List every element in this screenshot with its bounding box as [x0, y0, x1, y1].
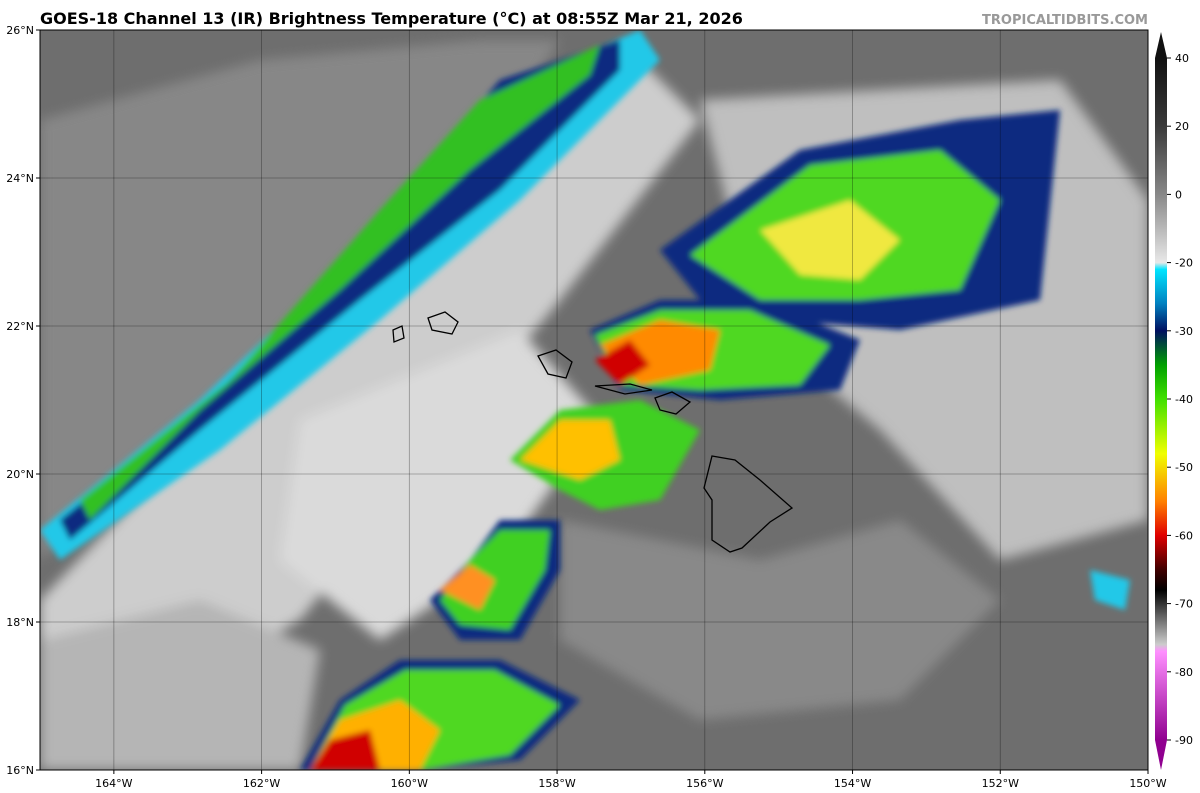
x-tick-label: 154°W [834, 777, 871, 790]
colorbar-tick-label: 0 [1175, 188, 1182, 201]
satellite-image [40, 30, 1148, 770]
colorbar-tick-label: 20 [1175, 120, 1189, 133]
y-tick-label: 20°N [6, 468, 34, 481]
colorbar-top-arrow [1155, 32, 1167, 58]
x-tick-label: 160°W [391, 777, 428, 790]
colorbar-tick-label: -30 [1175, 325, 1193, 338]
title: GOES-18 Channel 13 (IR) Brightness Tempe… [40, 9, 743, 28]
y-tick-label: 16°N [6, 764, 34, 777]
y-tick-label: 22°N [6, 320, 34, 333]
y-tick-label: 24°N [6, 172, 34, 185]
colorbar-tick-label: -90 [1175, 734, 1193, 747]
colorbar-bottom-arrow [1155, 740, 1167, 770]
axes: 164°W 162°W 160°W 158°W 156°W 154°W 152°W 150°W… [6, 24, 1167, 790]
map-frame [39, 29, 1149, 771]
x-tick-label: 164°W [95, 777, 132, 790]
x-tick-label: 162°W [243, 777, 280, 790]
source: TROPICALTIDBITS.COM [982, 13, 1148, 28]
colorbar-tick-label: -20 [1175, 257, 1193, 270]
y-tick-label: 26°N [6, 24, 34, 37]
colorbar-tick-label: 40 [1175, 52, 1189, 65]
x-tick-label: 150°W [1129, 777, 1166, 790]
colorbar-tick-label: -60 [1175, 529, 1193, 542]
x-tick-label: 152°W [982, 777, 1019, 790]
colorbar-ticks: 40 20 0 -20 -30 -40 -50 -60 -70 -80 -90 [1167, 52, 1193, 747]
colorbar [1155, 58, 1167, 740]
x-tick-label: 156°W [686, 777, 723, 790]
colorbar-tick-label: -80 [1175, 666, 1193, 679]
y-tick-label: 18°N [6, 616, 34, 629]
colorbar-tick-label: -40 [1175, 393, 1193, 406]
colorbar-tick-label: -70 [1175, 598, 1193, 611]
x-tick-label: 158°W [538, 777, 575, 790]
colorbar-tick-label: -50 [1175, 461, 1193, 474]
coastlines [392, 311, 794, 553]
